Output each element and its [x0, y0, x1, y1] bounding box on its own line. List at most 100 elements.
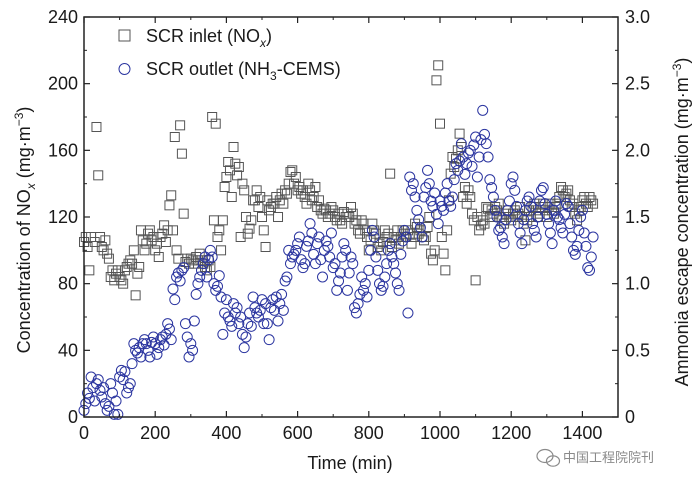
data-point-inlet [328, 205, 339, 216]
data-point-outlet [343, 267, 355, 279]
data-point-outlet [523, 191, 535, 203]
data-point-outlet [466, 160, 478, 172]
data-point-outlet [459, 168, 471, 180]
data-point-outlet [482, 151, 494, 163]
data-point-outlet [110, 395, 122, 407]
data-point-inlet [534, 208, 545, 219]
data-point-outlet [404, 171, 416, 183]
y-right-tick-label: 0 [625, 407, 635, 427]
data-point-outlet [484, 174, 496, 186]
data-point-inlet [326, 202, 337, 212]
data-point-inlet [173, 253, 184, 264]
data-point-outlet [471, 171, 483, 183]
data-point-outlet [320, 235, 332, 247]
data-point-inlet [98, 245, 109, 256]
data-point-outlet [181, 331, 193, 343]
data-point-outlet [135, 351, 147, 363]
data-point-outlet [571, 240, 583, 252]
data-point-outlet [544, 227, 556, 239]
data-point-outlet [147, 331, 159, 343]
data-point-inlet [488, 208, 499, 219]
y-axis-right-title: Ammonia escape concentration (mg·m−3) [670, 58, 692, 387]
y-left-tick-label: 120 [48, 207, 78, 227]
data-point-inlet [493, 198, 504, 209]
data-point-inlet [249, 195, 260, 206]
data-point-outlet [240, 331, 252, 343]
data-point-outlet [562, 200, 574, 212]
data-point-inlet [283, 178, 294, 189]
data-point-inlet [422, 222, 433, 232]
data-point-outlet [514, 227, 526, 239]
data-point-inlet [216, 245, 227, 256]
x-tick-label: 600 [283, 423, 313, 443]
data-point-outlet [103, 400, 115, 412]
data-point-inlet [385, 168, 396, 179]
data-point-inlet [433, 60, 444, 71]
data-point-inlet [171, 245, 182, 256]
data-point-inlet [394, 238, 405, 249]
data-point-inlet [353, 225, 364, 236]
data-point-outlet [398, 224, 410, 236]
data-point-inlet [119, 265, 130, 276]
data-point-inlet [239, 185, 250, 196]
data-point-inlet [276, 188, 287, 199]
data-point-inlet [191, 252, 202, 262]
data-point-outlet [268, 304, 280, 316]
data-point-inlet [313, 195, 324, 206]
data-point-outlet [539, 198, 551, 210]
data-point-inlet [253, 202, 264, 212]
data-point-outlet [560, 198, 572, 210]
data-point-outlet [131, 347, 143, 359]
data-point-inlet [449, 162, 460, 172]
data-point-inlet [376, 245, 387, 256]
data-point-outlet [477, 104, 489, 116]
data-point-inlet [127, 258, 138, 269]
data-point-inlet [251, 185, 262, 196]
data-point-outlet [468, 139, 480, 151]
data-point-inlet [564, 195, 575, 206]
data-point-outlet [350, 307, 362, 319]
data-point-outlet [204, 244, 216, 256]
data-point-outlet [87, 382, 99, 394]
data-point-outlet [263, 334, 275, 346]
data-point-outlet [338, 238, 350, 250]
data-point-inlet [255, 192, 266, 202]
data-point-outlet [144, 351, 156, 363]
data-point-outlet [347, 258, 359, 270]
data-point-inlet [280, 185, 291, 196]
data-point-outlet [454, 155, 466, 167]
data-point-outlet [295, 254, 307, 266]
legend: SCR inlet (NOx) SCR outlet (NH3-CEMS) [118, 26, 341, 83]
data-point-inlet [244, 223, 255, 234]
data-point-outlet [325, 227, 337, 239]
data-point-inlet [418, 235, 429, 246]
data-point-outlet [165, 334, 177, 346]
data-point-inlet [580, 198, 591, 209]
data-point-inlet [388, 232, 399, 242]
y-left-tick-label: 0 [68, 407, 78, 427]
data-point-outlet [299, 258, 311, 270]
data-point-outlet [576, 204, 588, 216]
data-point-inlet [100, 235, 111, 246]
data-point-inlet [438, 248, 449, 259]
data-point-outlet [167, 283, 179, 295]
data-point-inlet [459, 182, 470, 192]
data-point-outlet [245, 320, 257, 332]
data-point-outlet [124, 378, 136, 390]
data-point-inlet [169, 132, 180, 142]
data-point-inlet [588, 198, 599, 209]
data-point-outlet [366, 224, 378, 236]
data-point-inlet [563, 185, 574, 196]
data-point-inlet [413, 228, 424, 239]
data-point-outlet [525, 200, 537, 212]
data-point-outlet [498, 238, 510, 250]
data-point-outlet [566, 231, 578, 243]
data-point-outlet [530, 231, 542, 243]
data-point-outlet [272, 315, 284, 327]
data-point-inlet [237, 178, 248, 189]
data-point-inlet [135, 225, 146, 236]
data-point-inlet [356, 215, 367, 226]
data-point-outlet [206, 251, 218, 263]
data-point-inlet [273, 212, 284, 222]
